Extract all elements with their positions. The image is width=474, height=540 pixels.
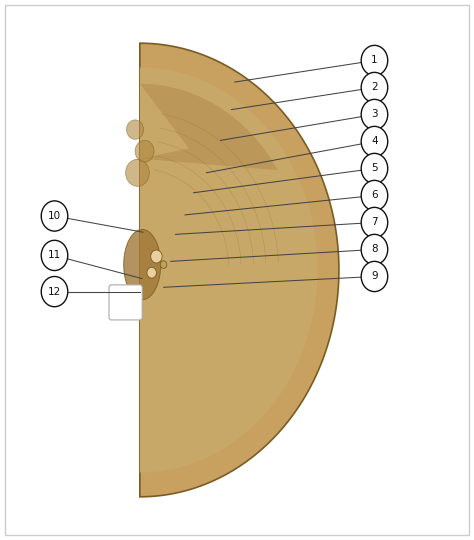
Text: 2: 2 [371, 83, 378, 92]
Text: 1: 1 [371, 56, 378, 65]
Text: 6: 6 [371, 191, 378, 200]
Text: 8: 8 [371, 245, 378, 254]
Text: 9: 9 [371, 272, 378, 281]
Circle shape [361, 180, 388, 211]
Text: 12: 12 [48, 287, 61, 296]
Circle shape [41, 201, 68, 231]
FancyBboxPatch shape [109, 285, 142, 320]
Text: 10: 10 [48, 211, 61, 221]
Polygon shape [140, 43, 339, 497]
Circle shape [361, 153, 388, 184]
Circle shape [41, 240, 68, 271]
Text: 11: 11 [48, 251, 61, 260]
Text: 5: 5 [371, 164, 378, 173]
Polygon shape [140, 68, 318, 472]
Circle shape [160, 261, 167, 268]
Polygon shape [140, 84, 278, 170]
Circle shape [41, 276, 68, 307]
Circle shape [147, 267, 156, 278]
Circle shape [361, 234, 388, 265]
Circle shape [361, 72, 388, 103]
Circle shape [361, 99, 388, 130]
Circle shape [361, 45, 388, 76]
Polygon shape [124, 230, 161, 300]
Circle shape [361, 207, 388, 238]
Text: 3: 3 [371, 110, 378, 119]
Circle shape [361, 261, 388, 292]
Circle shape [361, 126, 388, 157]
Circle shape [135, 140, 154, 162]
Circle shape [127, 120, 144, 139]
Circle shape [151, 250, 162, 263]
Circle shape [126, 159, 149, 186]
Text: 7: 7 [371, 218, 378, 227]
Text: 4: 4 [371, 137, 378, 146]
